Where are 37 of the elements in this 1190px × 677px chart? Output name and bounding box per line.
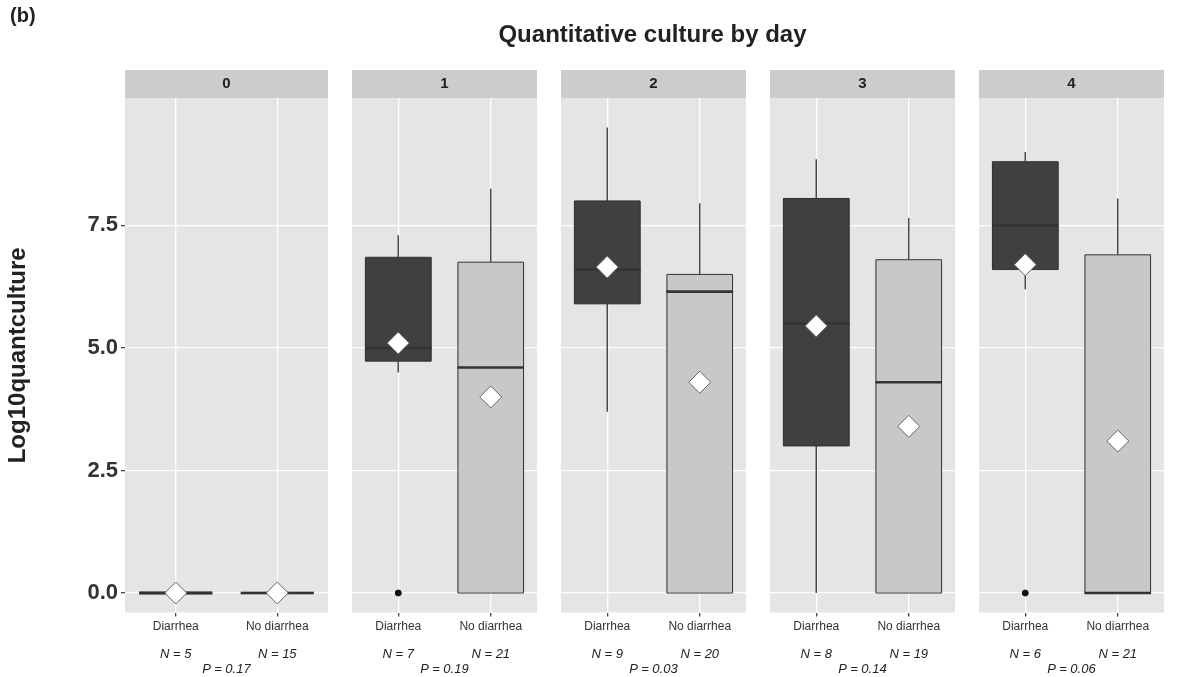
text: N = 19 bbox=[889, 646, 929, 662]
y-tick-label: 0.0 bbox=[87, 579, 118, 605]
x-tick-label: No diarrhea bbox=[459, 619, 523, 634]
x-tick-label: No diarrhea bbox=[245, 619, 309, 634]
chart-subtitle: 0 bbox=[222, 74, 231, 92]
text: P = 0.03 bbox=[629, 661, 679, 677]
text: N = 8 bbox=[800, 646, 833, 662]
text: P = 0.17 bbox=[202, 661, 252, 677]
x-tick-label: No diarrhea bbox=[668, 619, 732, 634]
text: N = 21 bbox=[471, 646, 511, 662]
text: N = 5 bbox=[160, 646, 193, 662]
x-tick-label: Diarrhea bbox=[584, 619, 631, 634]
x-tick-label: No diarrhea bbox=[877, 619, 941, 634]
text: P = 0.06 bbox=[1047, 661, 1097, 677]
text: N = 9 bbox=[591, 646, 623, 662]
chart-subtitle: 4 bbox=[1067, 74, 1077, 92]
x-tick-label: Diarrhea bbox=[793, 619, 840, 634]
text: P = 0.19 bbox=[420, 661, 469, 677]
chart-subtitle: 3 bbox=[858, 74, 867, 92]
y-tick-label: 2.5 bbox=[87, 456, 118, 482]
y-tick-label: 5.0 bbox=[87, 334, 118, 360]
chart-subtitle: 2 bbox=[649, 74, 658, 92]
y-axis-title: Log10quantculture bbox=[3, 247, 31, 464]
y-tick-label: 7.5 bbox=[87, 211, 118, 237]
text: N = 21 bbox=[1098, 646, 1138, 662]
x-tick-label: Diarrhea bbox=[1002, 619, 1049, 634]
text: N = 20 bbox=[680, 646, 720, 662]
text: P = 0.14 bbox=[838, 661, 887, 677]
text: N = 7 bbox=[382, 646, 415, 662]
text: N = 15 bbox=[257, 646, 298, 662]
chart-subtitle: 1 bbox=[440, 74, 449, 92]
x-tick-label: Diarrhea bbox=[375, 619, 422, 634]
text: N = 6 bbox=[1009, 646, 1042, 662]
x-tick-label: Diarrhea bbox=[152, 619, 200, 634]
x-tick-label: No diarrhea bbox=[1086, 619, 1150, 634]
text: Quantitative culture by day bbox=[497, 20, 808, 48]
text: (b) bbox=[10, 4, 36, 27]
